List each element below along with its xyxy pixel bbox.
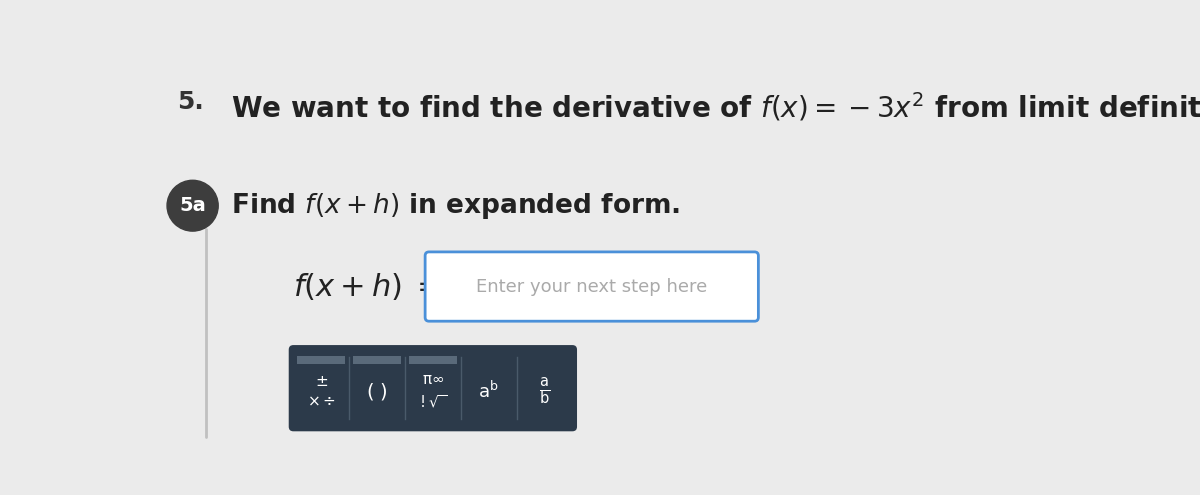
Text: $\mathregular{\frac{a}{b}}$: $\mathregular{\frac{a}{b}}$ [539,376,550,407]
FancyBboxPatch shape [425,252,758,321]
Text: $\mathregular{\pm}$
$\mathregular{\times\div}$: $\mathregular{\pm}$ $\mathregular{\times… [307,374,336,409]
FancyBboxPatch shape [289,345,577,431]
Text: 5.: 5. [178,90,204,114]
Text: $\mathregular{\pi\infty}$
$\mathregular{!\sqrt{\;}}$: $\mathregular{\pi\infty}$ $\mathregular{… [419,372,448,410]
Text: $\mathregular{(\ )}$: $\mathregular{(\ )}$ [366,381,388,402]
Text: We want to find the derivative of $f(x) = -3x^2$ from limit definition.: We want to find the derivative of $f(x) … [232,90,1200,123]
Text: $f(x+h)\; =$: $f(x+h)\; =$ [293,271,442,302]
Text: $\mathregular{a^b}$: $\mathregular{a^b}$ [479,381,499,402]
Bar [409,356,457,363]
Text: 5a: 5a [179,196,206,215]
Bar [353,356,401,363]
Bar [298,356,346,363]
Circle shape [167,180,218,231]
Text: Find $f(x+h)$ in expanded form.: Find $f(x+h)$ in expanded form. [232,191,680,221]
Text: Enter your next step here: Enter your next step here [476,278,707,296]
